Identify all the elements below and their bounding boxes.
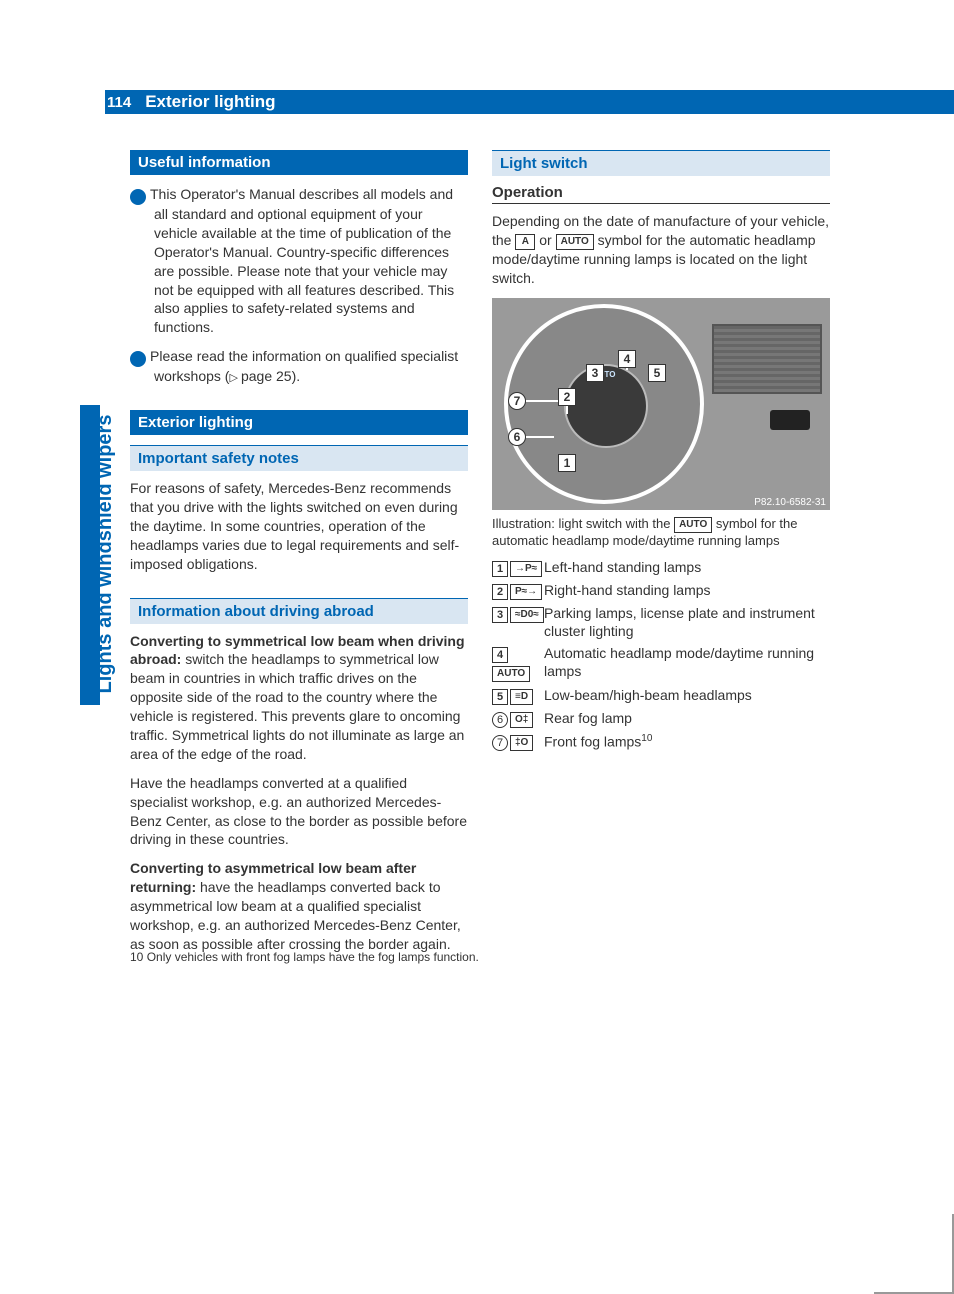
legend-symbol: AUTO: [492, 666, 530, 682]
left-column: Useful information iThis Operator's Manu…: [130, 150, 468, 964]
header-bar: 114 Exterior lighting: [105, 90, 954, 114]
light-switch-figure: AUTO 7 6 2 1 3 4 5 P82.10-6582-31: [492, 298, 830, 510]
abroad-heading: Information about driving abroad: [130, 598, 468, 624]
content-area: Useful information iThis Operator's Manu…: [130, 150, 830, 964]
info-icon: i: [130, 189, 146, 205]
legend-text: Left-hand standing lamps: [544, 558, 830, 577]
footnote-text: Only vehicles with front fog lamps have …: [143, 950, 479, 964]
info-text-2a: Please read the information on qualified…: [150, 348, 458, 384]
exterior-lighting-heading: Exterior lighting: [130, 410, 468, 435]
info-page-ref: page 25: [241, 368, 292, 384]
legend-key: 1→P≈: [492, 558, 544, 577]
legend-symbol: P≈→: [510, 584, 542, 600]
legend-number: 4: [492, 647, 508, 663]
info-note-1: iThis Operator's Manual describes all mo…: [130, 185, 468, 337]
info-text-1: This Operator's Manual describes all mod…: [150, 186, 454, 335]
callout-1: 1: [558, 454, 576, 472]
op-or: or: [539, 232, 555, 248]
symbol-auto: AUTO: [556, 234, 594, 250]
legend-number: 6: [492, 712, 508, 728]
legend-row: 4 AUTO Automatic headlamp mode/daytime run…: [492, 644, 830, 682]
legend-symbol: →P≈: [510, 561, 542, 577]
legend-text: Low-beam/high-beam headlamps: [544, 686, 830, 705]
info-icon: i: [130, 351, 146, 367]
operation-para: Depending on the date of manufacture of …: [492, 212, 830, 288]
footnote: 10 Only vehicles with front fog lamps ha…: [130, 950, 830, 964]
legend-number: 5: [492, 689, 508, 705]
convert-para2: Have the headlamps converted at a qualif…: [130, 774, 468, 850]
callout-4: 4: [618, 350, 636, 368]
figure-dial-outer: AUTO 7 6 2 1 3 4 5: [504, 304, 704, 504]
symbol-auto: AUTO: [674, 517, 712, 533]
figure-detail: [770, 410, 810, 430]
figure-caption: Illustration: light switch with the AUTO…: [492, 516, 830, 550]
callout-line: [526, 436, 554, 438]
info-note-2: iPlease read the information on qualifie…: [130, 347, 468, 386]
legend-key: 5≡D: [492, 686, 544, 705]
callout-7: 7: [508, 392, 526, 410]
legend-key: 6O‡: [492, 709, 544, 728]
legend-symbol: ‡O: [510, 735, 533, 751]
legend-number: 7: [492, 735, 508, 751]
figure-ref-number: P82.10-6582-31: [754, 497, 826, 508]
legend-key: 4 AUTO: [492, 644, 544, 682]
callout-3: 3: [586, 364, 604, 382]
legend-row: 6O‡Rear fog lamp: [492, 709, 830, 728]
legend-row: 7‡OFront fog lamps10: [492, 732, 830, 751]
legend-number: 2: [492, 584, 508, 600]
legend-text: Rear fog lamp: [544, 709, 830, 728]
caption-pre: Illustration: light switch with the: [492, 516, 674, 531]
page-number: 114: [105, 94, 139, 111]
legend-symbol: ≡D: [510, 689, 533, 705]
legend-text: Automatic headlamp mode/daytime running …: [544, 644, 830, 682]
callout-line: [526, 400, 560, 402]
legend-key: 3≈D0≈: [492, 604, 544, 640]
safety-notes-heading: Important safety notes: [130, 445, 468, 471]
legend-number: 1: [492, 561, 508, 577]
legend-row: 5≡DLow-beam/high-beam headlamps: [492, 686, 830, 705]
figure-vent: [712, 324, 822, 394]
legend-key: 7‡O: [492, 732, 544, 751]
callout-6: 6: [508, 428, 526, 446]
page-corner: [874, 1214, 954, 1294]
legend-text: Right-hand standing lamps: [544, 581, 830, 600]
side-label: Lights and windshield wipers: [94, 404, 117, 704]
light-switch-heading: Light switch: [492, 150, 830, 176]
chapter-title: Exterior lighting: [139, 92, 275, 112]
convert-sym-para: Converting to symmetrical low beam when …: [130, 632, 468, 764]
triangle-icon: ▷: [229, 372, 241, 384]
legend-number: 3: [492, 607, 508, 623]
legend-row: 3≈D0≈Parking lamps, license plate and in…: [492, 604, 830, 640]
symbol-a: A: [515, 234, 535, 250]
convert-sym-text: switch the headlamps to symmetrical low …: [130, 651, 464, 761]
callout-5: 5: [648, 364, 666, 382]
legend-row: 2P≈→Right-hand standing lamps: [492, 581, 830, 600]
legend-key: 2P≈→: [492, 581, 544, 600]
legend-text: Parking lamps, license plate and instrum…: [544, 604, 830, 640]
useful-info-heading: Useful information: [130, 150, 468, 175]
legend-text: Front fog lamps10: [544, 732, 830, 751]
legend-symbol: O‡: [510, 712, 533, 728]
safety-paragraph: For reasons of safety, Mercedes-Benz rec…: [130, 479, 468, 573]
legend-row: 1→P≈Left-hand standing lamps: [492, 558, 830, 577]
info-text-2b: ).: [292, 368, 301, 384]
operation-heading: Operation: [492, 184, 830, 204]
legend-sup: 10: [641, 733, 652, 744]
callout-2: 2: [558, 388, 576, 406]
convert-asym-para: Converting to asymmetrical low beam afte…: [130, 859, 468, 953]
footnote-num: 10: [130, 950, 143, 964]
right-column: Light switch Operation Depending on the …: [492, 150, 830, 964]
legend-list: 1→P≈Left-hand standing lamps2P≈→Right-ha…: [492, 558, 830, 751]
legend-symbol: ≈D0≈: [510, 607, 544, 623]
